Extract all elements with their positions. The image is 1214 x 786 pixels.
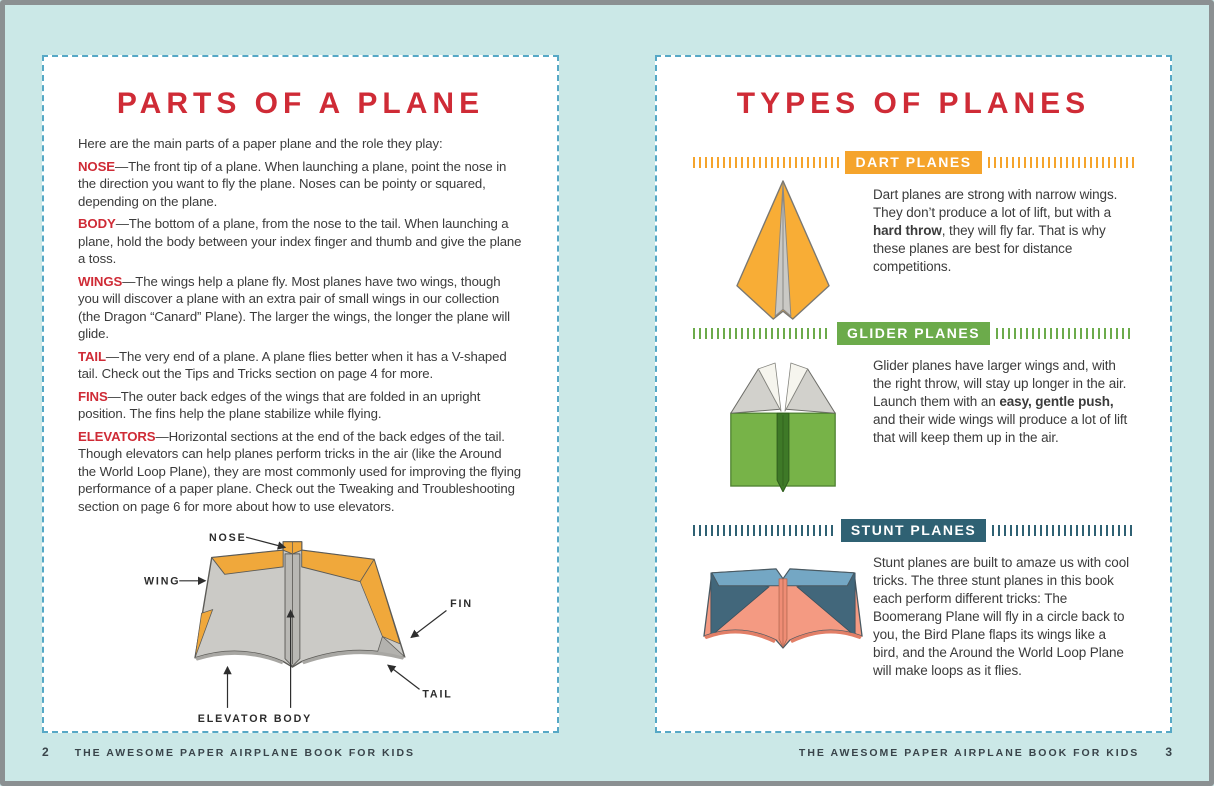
- text-run: Stunt planes are built to amaze us with …: [873, 555, 1129, 678]
- elevator-arc-left: [194, 651, 283, 665]
- text-run: Glider planes have larger wings and, wit…: [873, 358, 1127, 409]
- section-body: Dart planes are strong with narrow wings…: [693, 174, 1134, 320]
- plane-parts-diagram: NOSE WING FIN TAIL ELEVATOR BODY: [144, 532, 473, 725]
- part-definition-tail: TAIL—The very end of a plane. A plane fl…: [78, 348, 523, 383]
- wing-fold-left: [210, 549, 284, 575]
- elevator-arc-right: [301, 650, 405, 665]
- section-body: Glider planes have larger wings and, wit…: [693, 345, 1134, 517]
- stripe-decoration-right: [987, 157, 1134, 168]
- part-term: FINS: [78, 388, 108, 404]
- stripe-decoration-left: [693, 525, 835, 536]
- section-glider-planes: GLIDER PLANES Glider planes have larger …: [693, 322, 1135, 517]
- diagram-label-tail: TAIL: [422, 689, 452, 701]
- bold-text-run: easy, gentle push,: [999, 394, 1114, 409]
- dart-plane-illustration: [693, 174, 873, 320]
- left-footer: 2 THE AWESOME PAPER AIRPLANE BOOK FOR KI…: [42, 745, 415, 759]
- text-run: , they will fly far. That is why these p…: [873, 223, 1106, 274]
- stunt-plane-illustration: [693, 542, 873, 680]
- text-run: Dart planes are strong with narrow wings…: [873, 187, 1118, 220]
- stunt-plane-drawing: [703, 568, 863, 649]
- part-text: —The bottom of a plane, from the nose to…: [78, 216, 522, 266]
- section-header: STUNT PLANES: [693, 519, 1134, 542]
- fin-fold-right: [359, 558, 401, 645]
- nose-arrow: [245, 536, 286, 550]
- book-title: THE AWESOME PAPER AIRPLANE BOOK FOR KIDS: [74, 747, 416, 759]
- section-heading-badge: GLIDER PLANES: [836, 322, 991, 345]
- section-text: Dart planes are strong with narrow wings…: [873, 186, 1134, 320]
- diagram-label-wing: WING: [144, 576, 180, 588]
- part-text: —Horizontal sections at the end of the b…: [78, 428, 522, 514]
- page-title-types: TYPES OF PLANES: [736, 87, 1091, 120]
- section-header: GLIDER PLANES: [693, 322, 1135, 345]
- part-definition-body: BODY—The bottom of a plane, from the nos…: [78, 215, 523, 268]
- section-text: Glider planes have larger wings and, wit…: [873, 357, 1134, 517]
- diagram-label-body: BODY: [273, 713, 311, 725]
- stripe-decoration-left: [693, 157, 840, 168]
- bold-text-run: hard throw: [873, 223, 942, 238]
- glider-plane-drawing: [730, 362, 836, 492]
- stripe-decoration-left: [693, 328, 831, 339]
- fin-arrow: [409, 610, 447, 639]
- diagram-label-nose: NOSE: [208, 532, 246, 544]
- section-body: Stunt planes are built to amaze us with …: [693, 542, 1134, 680]
- page-number: 3: [1165, 745, 1172, 759]
- part-text: —The front tip of a plane. When launchin…: [78, 158, 507, 209]
- page-title-parts: PARTS OF A PLANE: [116, 87, 485, 120]
- section-dart-planes: DART PLANES Dart planes are strong with …: [693, 151, 1134, 320]
- tail-arrow: [386, 664, 420, 690]
- stripe-decoration-right: [996, 328, 1135, 339]
- part-term: TAIL: [78, 348, 106, 364]
- fin-fold-left: [194, 608, 213, 658]
- section-heading-badge: DART PLANES: [845, 151, 982, 174]
- glider-plane-illustration: [693, 345, 873, 517]
- left-page: PARTS OF A PLANE Here are the main parts…: [42, 55, 559, 733]
- right-page: TYPES OF PLANES DART PLANES Dart planes …: [655, 55, 1172, 733]
- part-definition-fins: FINS—The outer back edges of the wings t…: [78, 388, 523, 423]
- book-title: THE AWESOME PAPER AIRPLANE BOOK FOR KIDS: [798, 747, 1140, 759]
- part-definition-nose: NOSE—The front tip of a plane. When laun…: [78, 158, 523, 211]
- part-text: —The very end of a plane. A plane flies …: [78, 348, 507, 382]
- part-text: —The wings help a plane fly. Most planes…: [78, 273, 510, 342]
- diagram-label-fin: FIN: [450, 598, 473, 610]
- part-definition-elevators: ELEVATORS—Horizontal sections at the end…: [78, 428, 523, 516]
- part-term: ELEVATORS: [78, 428, 156, 444]
- dart-plane-drawing: [736, 180, 830, 320]
- section-heading-badge: STUNT PLANES: [840, 519, 987, 542]
- stripe-decoration-right: [992, 525, 1134, 536]
- section-text: Stunt planes are built to amaze us with …: [873, 554, 1134, 680]
- part-term: BODY: [78, 216, 116, 231]
- part-term: NOSE: [78, 158, 115, 174]
- page-number: 2: [42, 745, 49, 759]
- part-term: WINGS: [78, 273, 123, 289]
- section-stunt-planes: STUNT PLANES Stunt planes are built to a…: [693, 519, 1134, 680]
- diagram-label-elevator: ELEVATOR: [197, 713, 268, 725]
- intro-text: Here are the main parts of a paper plane…: [78, 136, 443, 151]
- text-run: and their wide wings will produce a lot …: [873, 412, 1128, 445]
- part-text: —The outer back edges of the wings that …: [78, 388, 481, 422]
- part-definition-wings: WINGS—The wings help a plane fly. Most p…: [78, 273, 523, 343]
- right-footer: THE AWESOME PAPER AIRPLANE BOOK FOR KIDS…: [799, 745, 1172, 759]
- section-header: DART PLANES: [693, 151, 1134, 174]
